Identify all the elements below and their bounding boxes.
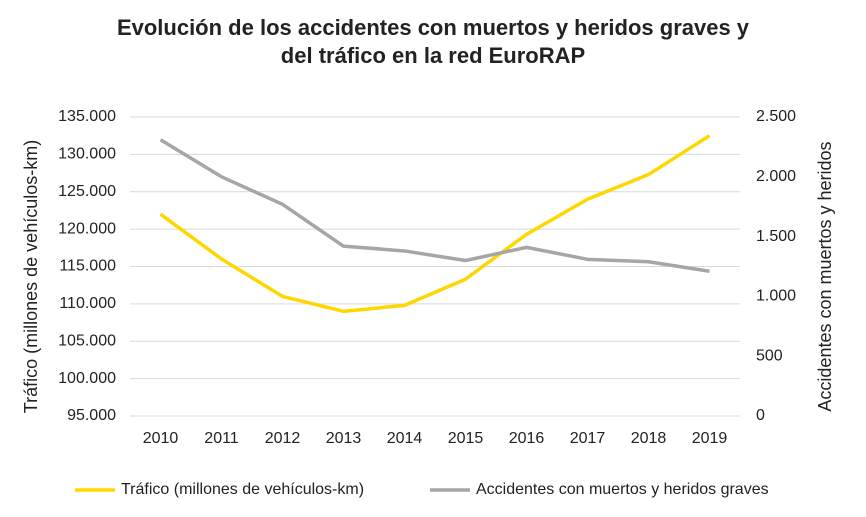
x-tick-label: 2015 [448, 430, 484, 447]
x-tick-label: 2013 [326, 430, 362, 447]
y-tick-label: 95.000 [67, 407, 116, 424]
x-tick-label: 2011 [204, 430, 239, 447]
y-tick-label: 125.000 [58, 183, 116, 200]
y-tick-label: 115.000 [59, 258, 116, 275]
y2-tick-label: 1.000 [756, 288, 796, 305]
y2-tick-label: 1.500 [756, 228, 796, 245]
y-tick-label: 110.000 [59, 295, 116, 312]
x-tick-label: 2012 [265, 430, 301, 447]
x-tick-label: 2017 [570, 430, 606, 447]
chart-title: Evolución de los accidentes con muertos … [116, 15, 750, 68]
y2-axis-label: Accidentes con muertos y heridos [815, 141, 835, 411]
y-tick-label: 100.000 [58, 370, 116, 387]
legend-label: Tráfico (millones de vehículos-km) [121, 481, 364, 498]
series-line [159, 134, 711, 314]
series-line [159, 138, 710, 274]
y-tick-label: 105.000 [58, 332, 116, 349]
x-tick-label: 2014 [387, 430, 423, 447]
y-axis-label: Tráfico (millones de vehículos-km) [21, 140, 41, 413]
y2-tick-label: 2.500 [756, 108, 796, 125]
y2-tick-label: 500 [756, 347, 783, 364]
x-tick-label: 2010 [143, 430, 179, 447]
y-tick-label: 130.000 [58, 146, 116, 163]
x-tick-label: 2018 [631, 430, 667, 447]
y-tick-label: 120.000 [58, 220, 116, 237]
legend-label: Accidentes con muertos y heridos graves [476, 481, 769, 498]
x-tick-label: 2016 [509, 430, 545, 447]
x-tick-label: 2019 [692, 430, 728, 447]
y2-tick-label: 2.000 [756, 168, 796, 185]
y2-tick-label: 0 [756, 407, 765, 424]
y-tick-label: 135.000 [58, 108, 116, 125]
